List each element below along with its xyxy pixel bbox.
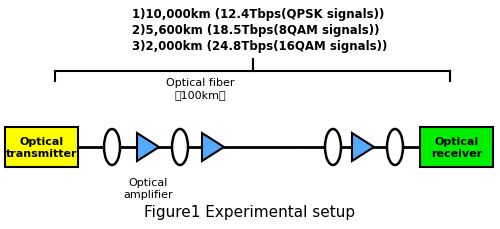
- Polygon shape: [202, 134, 224, 161]
- Ellipse shape: [104, 129, 120, 165]
- Text: · · · · · · ·: · · · · · · ·: [244, 140, 300, 154]
- Polygon shape: [137, 134, 159, 161]
- Ellipse shape: [172, 129, 188, 165]
- Text: Optical
receiver: Optical receiver: [431, 137, 482, 158]
- Text: Optical fiber
（100km）: Optical fiber （100km）: [166, 78, 234, 99]
- Text: Figure1 Experimental setup: Figure1 Experimental setup: [144, 204, 356, 219]
- FancyBboxPatch shape: [420, 128, 493, 167]
- Polygon shape: [352, 134, 374, 161]
- Text: Optical
transmitter: Optical transmitter: [6, 137, 78, 158]
- Text: Optical
amplifier: Optical amplifier: [123, 177, 173, 199]
- Text: 3)2,000km (24.8Tbps(16QAM signals)): 3)2,000km (24.8Tbps(16QAM signals)): [132, 40, 388, 53]
- FancyBboxPatch shape: [5, 128, 78, 167]
- Text: 1)10,000km (12.4Tbps(QPSK signals)): 1)10,000km (12.4Tbps(QPSK signals)): [132, 8, 384, 21]
- Ellipse shape: [325, 129, 341, 165]
- Ellipse shape: [387, 129, 403, 165]
- Text: 2)5,600km (18.5Tbps(8QAM signals)): 2)5,600km (18.5Tbps(8QAM signals)): [132, 24, 380, 37]
